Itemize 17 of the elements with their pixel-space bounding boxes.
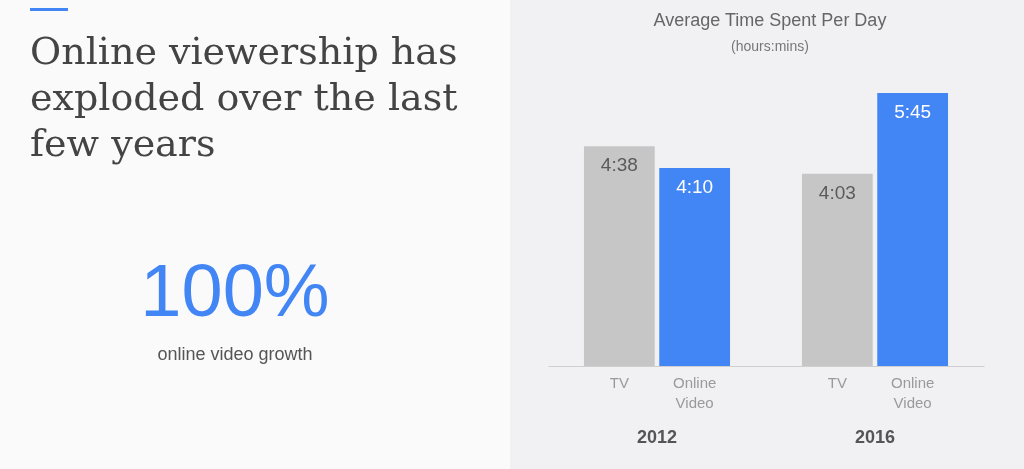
text: Online Video (890, 374, 935, 411)
chart-subtitle: (hours:mins) (730, 38, 810, 54)
data-label: 4:38 (600, 154, 638, 176)
bar (659, 168, 731, 366)
series-label: Online Video (672, 374, 717, 411)
chart-title: Average Time Spent Per Day (652, 10, 888, 31)
data-label: 5:45 (894, 101, 932, 122)
bar (877, 93, 949, 366)
text: online video growth (156, 344, 314, 365)
text: Online viewership has exploded over the last few years (30, 28, 459, 166)
x-tick-label: 2012 (636, 426, 678, 447)
data-label: 4:10 (676, 176, 714, 198)
series-label: TV (609, 374, 629, 391)
text: TV (827, 374, 847, 391)
data-label: 4:03 (818, 181, 856, 203)
x-tick-label: 2016 (854, 426, 896, 447)
text: 100% (139, 248, 331, 333)
